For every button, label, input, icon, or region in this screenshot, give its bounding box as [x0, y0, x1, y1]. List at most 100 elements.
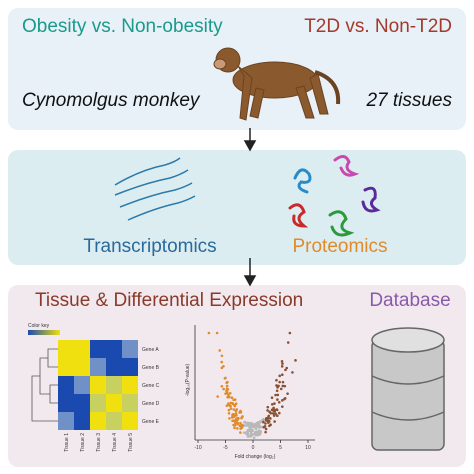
volcano-point — [272, 406, 275, 410]
left-title: Obesity vs. Non-obesity — [22, 16, 223, 37]
heatmap: Gene A Gene B Gene C Gene D Gene E Tissue 1 Ti… — [58, 340, 160, 452]
volcano-point — [248, 426, 251, 429]
volcano-point — [240, 416, 243, 420]
volcano-point — [239, 421, 242, 425]
rna-strands — [114, 157, 196, 221]
volcano-point — [273, 420, 276, 423]
volcano-point — [248, 434, 251, 438]
proteins — [288, 155, 381, 237]
volcano-point — [271, 412, 275, 415]
volcano-point — [285, 366, 289, 370]
volcano-point — [224, 376, 227, 380]
heatmap-cell — [122, 340, 138, 358]
volcano-point — [278, 374, 282, 378]
x-tick-label: 0 — [252, 445, 255, 451]
heatmap-cell — [74, 376, 90, 394]
volcano-point — [283, 384, 287, 388]
volcano-point — [218, 349, 222, 352]
heatmap-cell — [122, 394, 138, 412]
volcano-point — [239, 431, 242, 434]
volcano-point — [280, 365, 284, 368]
heatmap-cell — [74, 412, 90, 430]
volcano-point — [256, 432, 260, 436]
volcano-point — [275, 408, 279, 411]
volcano-point — [281, 380, 285, 384]
heatmap-cell — [122, 412, 138, 430]
volcano-point — [234, 421, 237, 425]
x-tick-label: 5 — [279, 445, 282, 451]
volcano-point — [225, 384, 229, 388]
volcano-axes — [194, 325, 315, 441]
volcano-point — [281, 399, 284, 402]
heatmap-cell — [106, 376, 122, 394]
middle-panel — [8, 150, 466, 265]
volcano-point — [277, 401, 281, 404]
volcano-point — [233, 426, 236, 430]
heatmap-cell — [90, 340, 106, 358]
volcano-point — [269, 417, 272, 420]
volcano-point — [281, 373, 284, 377]
volcano-point — [278, 380, 281, 384]
volcano-point — [234, 402, 238, 406]
volcano-point — [232, 398, 235, 402]
volcano-point — [258, 432, 262, 436]
volcano-point — [264, 422, 267, 425]
volcano-point — [220, 384, 224, 388]
volcano-point — [272, 414, 276, 417]
volcano-point — [288, 331, 292, 335]
heatmap-cell — [106, 340, 122, 358]
heatmap-cell — [58, 358, 74, 376]
volcano-point — [267, 416, 270, 419]
volcano-point — [258, 421, 262, 424]
volcano-point — [276, 386, 279, 389]
heatmap-cell — [58, 394, 74, 412]
volcano-point — [222, 387, 225, 391]
volcano-point — [275, 378, 278, 382]
volcano-y-label: -log₁₀(P-value) — [185, 363, 191, 396]
volcano-point — [283, 397, 286, 401]
volcano-point — [249, 430, 253, 433]
gene-label: Gene D — [142, 401, 160, 407]
volcano-point — [243, 421, 246, 424]
arrows — [243, 128, 257, 287]
volcano-point — [252, 436, 256, 440]
volcano-point — [225, 387, 229, 390]
volcano-point — [254, 424, 258, 428]
species: Cynomolgus monkey — [22, 90, 201, 111]
tissues: 27 tissues — [365, 90, 452, 111]
right-title: T2D vs. Non-T2D — [304, 16, 452, 37]
heatmap-cell — [122, 358, 138, 376]
heatmap-cell — [74, 340, 90, 358]
volcano-point — [254, 431, 258, 435]
volcano-point — [227, 411, 231, 415]
gene-label: Gene A — [142, 347, 159, 353]
volcano-point — [279, 387, 283, 391]
volcano-point — [270, 408, 274, 412]
heatmap-cell — [122, 376, 138, 394]
volcano-point — [275, 384, 278, 387]
volcano-point — [236, 422, 240, 426]
x-tick-label: -10 — [194, 445, 201, 451]
volcano-point — [246, 429, 250, 432]
x-tick-label: 10 — [305, 445, 311, 451]
volcano-point — [241, 424, 244, 428]
tissue-label: Tissue 5 — [128, 433, 134, 452]
volcano-point — [281, 405, 284, 408]
volcano-point — [225, 404, 229, 408]
heatmap-cell — [106, 358, 122, 376]
volcano-point — [238, 411, 241, 414]
volcano-point — [231, 413, 234, 417]
volcano-point — [231, 401, 234, 405]
volcano-point — [264, 417, 268, 421]
x-tick-label: -5 — [223, 445, 228, 451]
database — [371, 327, 445, 451]
volcano-point — [246, 433, 249, 436]
heatmap-cell — [90, 394, 106, 412]
tissue-label: Tissue 3 — [96, 433, 102, 452]
volcano-point — [268, 424, 271, 428]
volcano-point — [232, 415, 236, 419]
volcano-point — [215, 331, 219, 335]
volcano-point — [286, 341, 290, 344]
volcano-point — [266, 405, 270, 409]
